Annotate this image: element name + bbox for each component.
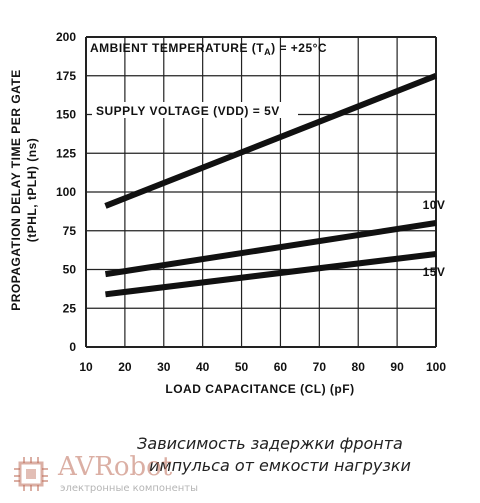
tick-labels: 10 20 30 40 50 60 70 80 90 100 0 25 50 75 100 125 150 175… [56, 30, 446, 374]
series-label-15v: 15V [423, 265, 446, 279]
x-tick-label: 20 [118, 360, 132, 374]
x-tick-label: 30 [157, 360, 171, 374]
y-tick-label: 175 [56, 69, 76, 83]
watermark-brand: AVRobot [58, 452, 173, 482]
y-tick-label: 0 [69, 340, 76, 354]
y-tick-label: 125 [56, 146, 76, 160]
caption-line-1: Зависимость задержки фронта [137, 434, 403, 453]
x-tick-label: 80 [352, 360, 366, 374]
series-line-5v [104, 72, 438, 209]
series-group: 10V 15V [104, 72, 446, 298]
x-tick-label: 100 [426, 360, 446, 374]
chart: 10V 15V 10 20 30 40 50 60 70 80 90 100 0 25 50 75 100 12… [9, 30, 446, 396]
x-tick-label: 10 [79, 360, 93, 374]
y-tick-label: 75 [63, 224, 77, 238]
x-tick-label: 50 [235, 360, 249, 374]
y-axis-label-line1: PROPAGATION DELAY TIME PER GATE [9, 69, 23, 311]
y-tick-label: 200 [56, 30, 76, 44]
series-line-10v [104, 220, 437, 278]
caption-line-2: импульса от емкости нагрузки [149, 456, 411, 475]
y-axis-label-line2: (tPHL, tPLH) (ns) [25, 138, 39, 242]
series-label-10v: 10V [423, 198, 446, 212]
x-tick-label: 40 [196, 360, 210, 374]
x-tick-label: 60 [274, 360, 288, 374]
y-tick-label: 50 [63, 263, 77, 277]
series-line-15v [105, 251, 437, 298]
ambient-temperature-annotation: AMBIENT TEMPERATURE (TA) = +25°C [90, 41, 327, 57]
watermark-subtitle: электронные компоненты [60, 483, 198, 494]
supply-voltage-annotation: SUPPLY VOLTAGE (VDD) = 5V [96, 104, 280, 118]
x-tick-label: 90 [390, 360, 404, 374]
y-tick-label: 25 [63, 301, 77, 315]
y-tick-label: 150 [56, 108, 76, 122]
annotation-background [92, 102, 298, 118]
y-tick-label: 100 [56, 185, 76, 199]
x-axis-label: LOAD CAPACITANCE (CL) (pF) [165, 382, 354, 396]
x-tick-label: 70 [313, 360, 327, 374]
chip-logo-icon [14, 457, 48, 491]
